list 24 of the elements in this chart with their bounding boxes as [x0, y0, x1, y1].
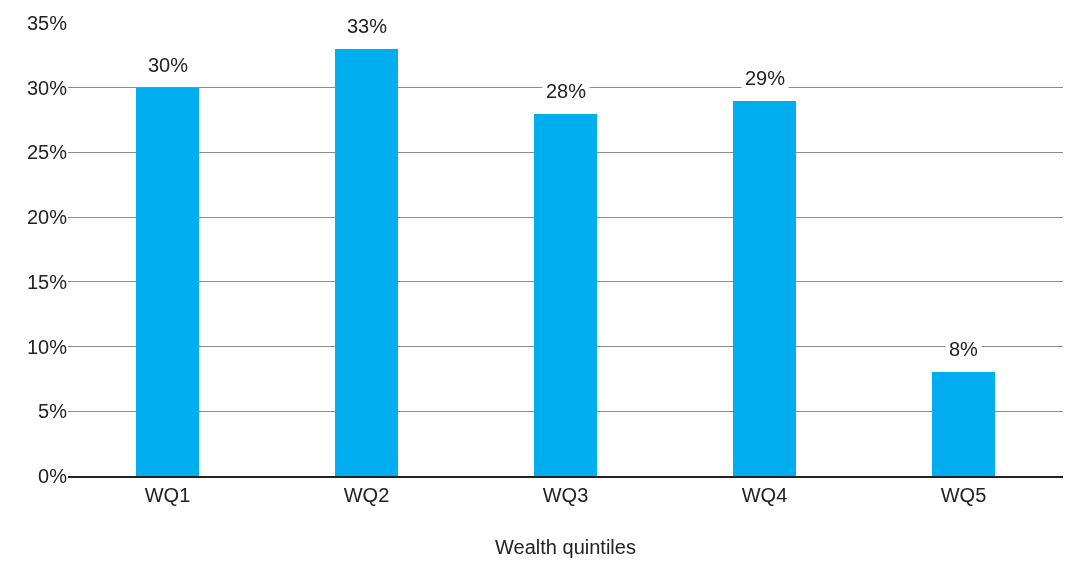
y-tick-label: 20%: [26, 206, 68, 229]
bar: [534, 114, 597, 476]
y-tick-label: 15%: [26, 270, 68, 293]
x-tick-label: WQ2: [343, 484, 390, 506]
bar: [136, 88, 199, 476]
y-tick-label: 0%: [38, 465, 68, 487]
x-tick-label: WQ1: [144, 484, 191, 506]
data-label: 8%: [949, 338, 979, 360]
y-tick-label: 10%: [26, 335, 68, 358]
y-tick-label: 30%: [26, 76, 68, 99]
data-label: 30%: [148, 54, 189, 76]
data-label: 33%: [347, 15, 388, 37]
x-axis-title: Wealth quintiles: [495, 536, 636, 558]
y-tick-label: 35%: [26, 12, 68, 34]
bar: [733, 101, 796, 476]
y-tick-label: 25%: [26, 141, 68, 164]
x-tick-label: WQ4: [741, 484, 788, 506]
x-tick-label: WQ3: [542, 484, 589, 506]
data-label: 29%: [745, 67, 786, 89]
bar: [932, 372, 995, 476]
x-tick-label: WQ5: [940, 484, 987, 506]
data-label: 28%: [546, 80, 587, 102]
bar: [335, 49, 398, 476]
y-tick-label: 5%: [38, 400, 68, 423]
